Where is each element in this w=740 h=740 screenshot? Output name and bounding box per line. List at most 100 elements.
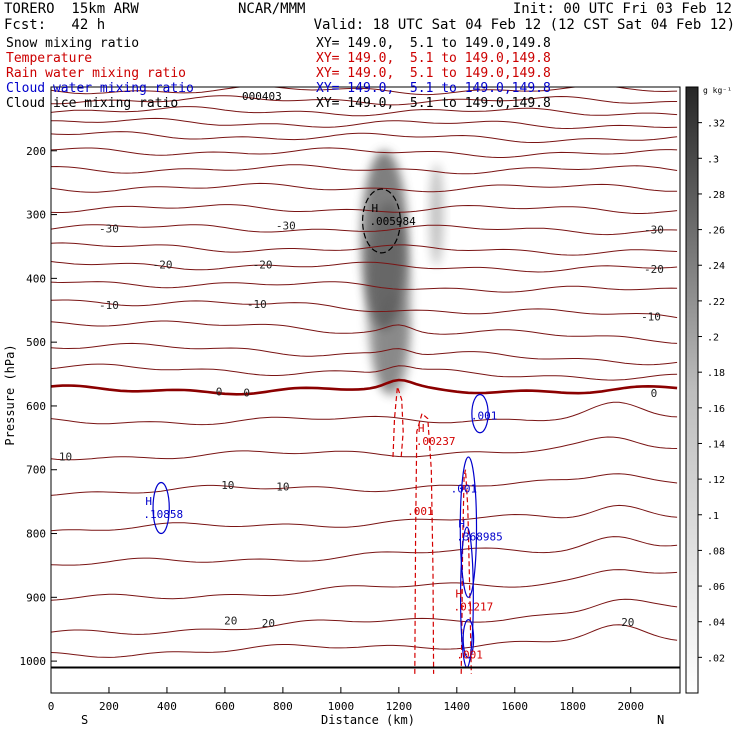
- org-title: NCAR/MMM: [238, 1, 306, 17]
- valid-time: Valid: 18 UTC Sat 04 Feb 12 (12 CST Sat …: [313, 17, 735, 33]
- field-xy-cloud-ice: XY= 149.0, 5.1 to 149.0,149.8: [316, 96, 551, 111]
- x-tick-label-7: 1400: [444, 700, 471, 713]
- temperature-contour-23: [51, 569, 678, 601]
- model-title: TORERO 15km ARW: [4, 1, 139, 17]
- extremum-value-0: .005984: [369, 215, 416, 228]
- temperature-label-15: 20: [224, 614, 237, 627]
- y-tick-label-6: 800: [26, 528, 46, 541]
- y-tick-label-2: 400: [26, 272, 46, 285]
- temperature-label-12: 10: [59, 450, 72, 463]
- temperature-label-17: 20: [621, 616, 634, 629]
- y-axis-label: Pressure (hPa): [3, 344, 17, 445]
- colorbar-label-2: .06: [707, 582, 725, 593]
- y-tick-label-5: 700: [26, 464, 46, 477]
- y-tick-label-1: 300: [26, 209, 46, 222]
- colorbar-unit: g kg⁻¹: [703, 86, 732, 95]
- temperature-contours: [51, 87, 678, 658]
- temperature-contour-25: [51, 624, 678, 658]
- extremum-mark-8: H: [145, 495, 152, 508]
- temperature-label-4: -20: [253, 258, 273, 271]
- extremum-mark-1: H: [418, 422, 425, 435]
- colorbar-label-3: .08: [707, 546, 725, 557]
- x-tick-label-3: 600: [215, 700, 235, 713]
- field-name-cloud-ice: Cloud ice mixing ratio: [6, 96, 179, 111]
- colorbar-label-14: .3: [707, 154, 719, 165]
- temperature-contour-5: [51, 147, 678, 158]
- rain-contour-0: [414, 412, 435, 674]
- extremum-mark-7: H: [458, 518, 465, 531]
- field-xy-temperature: XY= 149.0, 5.1 to 149.0,149.8: [316, 51, 551, 66]
- top-contour-label: 000403: [242, 90, 282, 103]
- temperature-contour-22: [51, 536, 678, 566]
- plot-frame: [50, 86, 681, 694]
- cloud-water-contour-0: [471, 393, 489, 434]
- x-tick-label-4: 800: [273, 700, 293, 713]
- temperature-contour-20: [51, 473, 678, 496]
- temperature-contour-10: [51, 242, 678, 256]
- field-xy-cloud-water: XY= 149.0, 5.1 to 149.0,149.8: [316, 81, 551, 96]
- x-axis-label: Distance (km): [321, 713, 415, 727]
- temperature-label-3: -20: [153, 258, 173, 271]
- temperature-contour-4: [51, 131, 678, 143]
- y-tick-label-4: 600: [26, 400, 46, 413]
- colorbar-label-12: .26: [707, 226, 725, 237]
- extremum-value-1: .00237: [416, 435, 456, 448]
- cloud-water-contour-1: [459, 456, 478, 598]
- temperature-contour-18: [51, 401, 678, 426]
- x-tick-label-0: 0: [48, 700, 55, 713]
- cloud-ice-contour: [362, 188, 401, 254]
- temperature-label-1: -30: [276, 219, 296, 232]
- colorbar-label-10: .22: [707, 297, 725, 308]
- cloud-water-contours: [152, 393, 489, 669]
- temperature-label-14: 10: [276, 480, 289, 493]
- x-tick-label-5: 1000: [328, 700, 355, 713]
- colorbar-label-1: .04: [707, 618, 725, 629]
- x-tick-label-8: 1600: [502, 700, 529, 713]
- field-name-rain: Rain water mixing ratio: [6, 66, 187, 81]
- temperature-label-11: 0: [651, 387, 658, 400]
- extremum-value-5: .001: [471, 409, 498, 422]
- temperature-label-5: -20: [644, 263, 664, 276]
- temperature-label-6: -10: [99, 299, 119, 312]
- colorbar-label-5: .12: [707, 475, 725, 486]
- rain-contour-1: [392, 386, 404, 458]
- colorbar-label-7: .16: [707, 404, 725, 415]
- temperature-contour-14: [51, 320, 678, 344]
- temperature-contour-2: [51, 106, 678, 117]
- temperature-label-7: -10: [247, 298, 267, 311]
- endpoint-left: S: [81, 713, 88, 727]
- endpoint-right: N: [657, 713, 664, 727]
- temperature-label-13: 10: [221, 479, 234, 492]
- colorbar-bar: [685, 86, 699, 694]
- cloud-water-contour-3: [462, 619, 475, 659]
- x-tick-label-6: 1200: [386, 700, 413, 713]
- y-tick-label-0: 200: [26, 145, 46, 158]
- extremum-value-2: .001: [407, 505, 434, 518]
- extremum-value-8: .10858: [143, 508, 183, 521]
- field-xy-snow: XY= 149.0, 5.1 to 149.0,149.8: [316, 36, 551, 51]
- extremum-value-6: .001: [451, 483, 478, 496]
- temperature-contour-7: [51, 182, 678, 193]
- temperature-label-9: 0: [216, 385, 223, 398]
- forecast-hour: Fcst: 42 h: [4, 17, 106, 33]
- snow-shade-blob-3: [429, 163, 444, 266]
- field-name-snow: Snow mixing ratio: [6, 36, 140, 51]
- temperature-contour-15: [51, 342, 678, 366]
- snow-shading: [361, 150, 444, 397]
- temperature-contour-16: [51, 363, 678, 381]
- colorbar-label-13: .28: [707, 190, 725, 201]
- temperature-label-10: 0: [243, 387, 250, 400]
- temperature-contour-9: [51, 224, 678, 236]
- temperature-contour-12: [51, 281, 678, 293]
- temperature-contour-19: [51, 436, 678, 461]
- colorbar: .02 .04 .06 .08 .1 .12 .14 .16 .18 .2 .22 .24 .26 .28…: [685, 86, 732, 694]
- init-time: Init: 00 UTC Fri 03 Feb 12: [512, 1, 732, 17]
- temperature-label-2: -30: [644, 223, 664, 236]
- extremum-value-4: .001: [456, 649, 483, 662]
- cloud-ice-contours: [362, 188, 401, 254]
- temperature-contour-13: [51, 299, 678, 319]
- x-tick-label-10: 2000: [617, 700, 644, 713]
- rain-water-contours: [392, 386, 472, 674]
- colorbar-label-9: .2: [707, 333, 719, 344]
